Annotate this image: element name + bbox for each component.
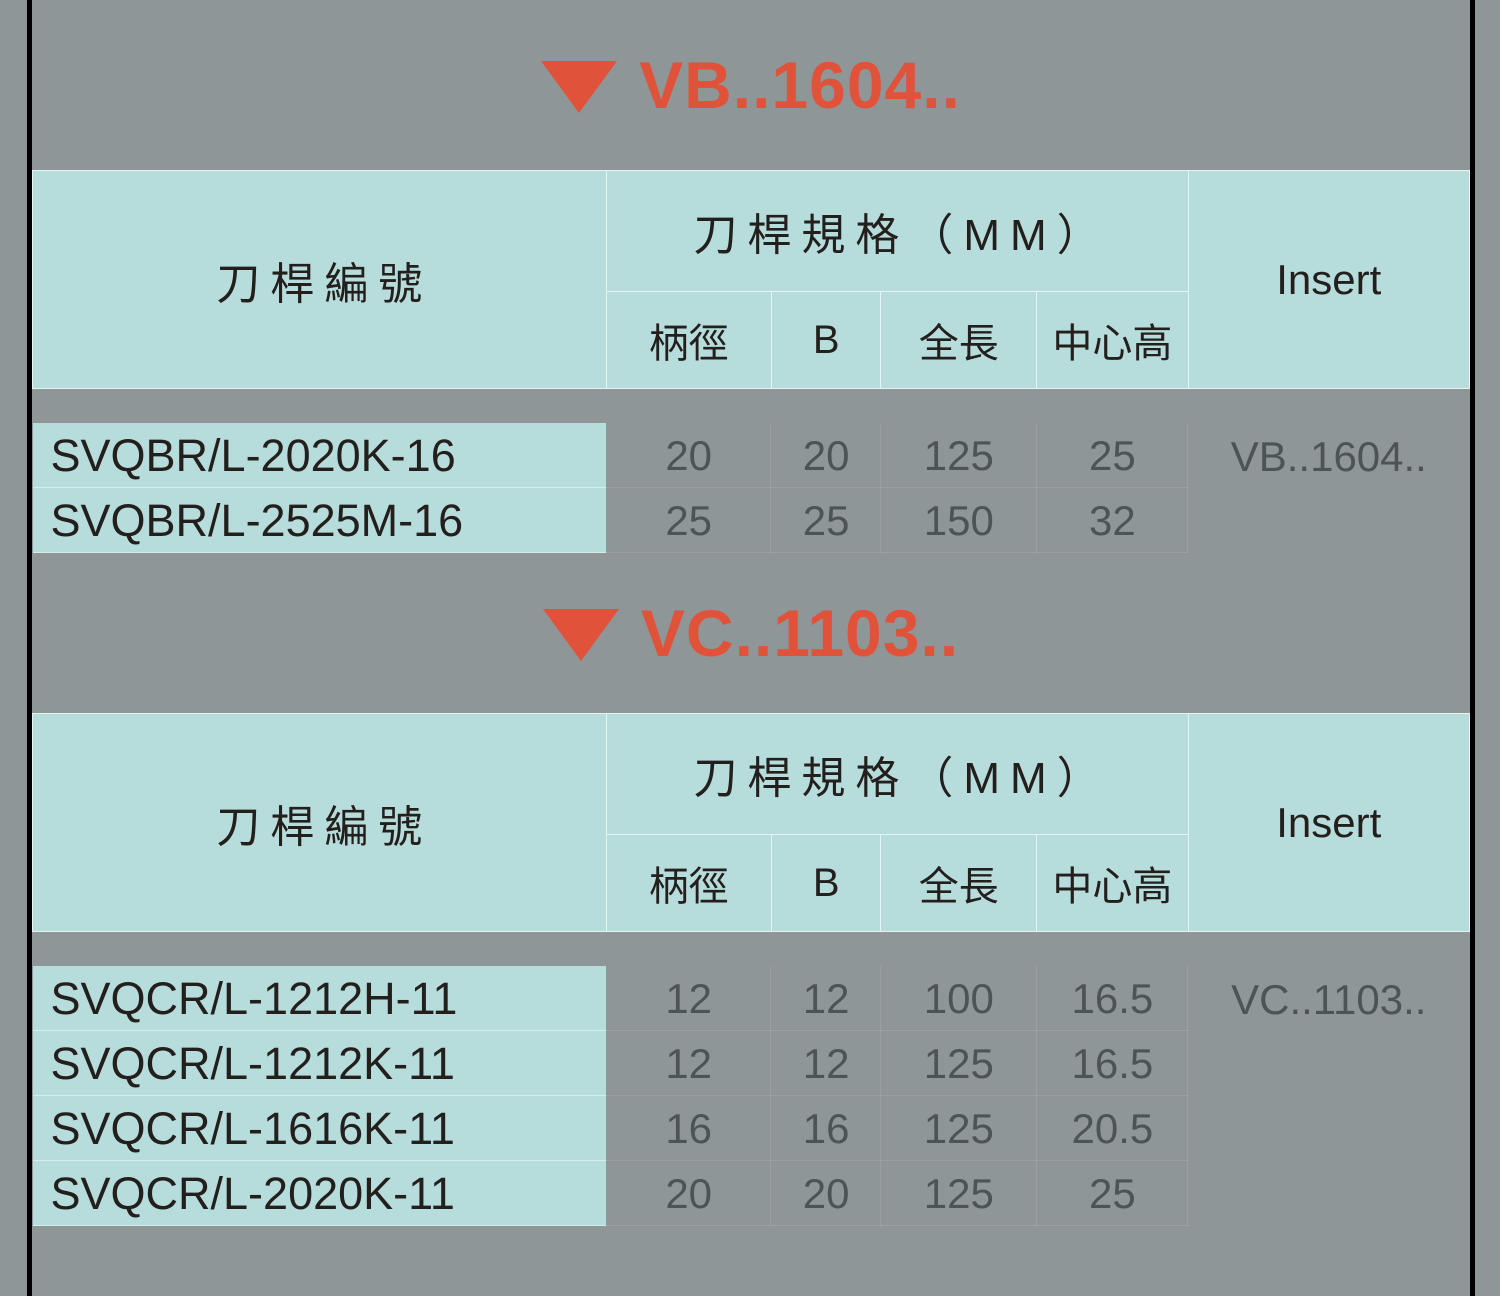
- column-header-overall-length: 全長: [880, 834, 1038, 932]
- table-row: SVQCR/L-1212H-11 12 12 100 16.5 VC..1103…: [32, 966, 1470, 1226]
- frame-rule-left: [27, 0, 32, 1296]
- cell-shank-diameter: 16: [606, 1096, 772, 1161]
- cell-shank-diameter: 12: [606, 1031, 772, 1096]
- table-header-row-top: 刀桿編號 刀桿規格（MM） Insert: [32, 713, 1471, 932]
- triangle-down-icon: [542, 609, 619, 661]
- column-header-holder-number: 刀桿編號: [32, 713, 607, 932]
- cell-holder-number: SVQBR/L-2525M-16: [32, 488, 606, 553]
- cell-holder-number: SVQCR/L-2020K-11: [32, 1161, 606, 1226]
- column-header-holder-number: 刀桿編號: [32, 170, 607, 389]
- spec-table-vb1604: 刀桿編號 刀桿規格（MM） Insert 柄徑 B 全長 中心高 SVQBR/L…: [32, 170, 1471, 553]
- cell-center-height: 25: [1036, 1161, 1189, 1226]
- column-header-holder-spec-group: 刀桿規格（MM）: [605, 713, 1189, 835]
- column-header-overall-length: 全長: [880, 291, 1038, 389]
- column-header-center-height: 中心高: [1036, 291, 1189, 389]
- cell-center-height: 16.5: [1036, 966, 1189, 1031]
- section-heading-vc1103: VC..1103..: [32, 553, 1470, 713]
- column-header-b: B: [770, 834, 882, 932]
- cell-overall-length: 125: [880, 423, 1037, 488]
- cell-holder-number: SVQCR/L-1616K-11: [32, 1096, 606, 1161]
- frame-rule-right: [1470, 0, 1475, 1296]
- table-spacer-cell: [32, 931, 1470, 966]
- cell-overall-length: 150: [880, 488, 1037, 553]
- table-row: SVQBR/L-2525M-16 25 25 150 32: [32, 488, 1470, 553]
- cell-b: 16: [771, 1096, 881, 1161]
- table-header-row-top: 刀桿編號 刀桿規格（MM） Insert: [32, 170, 1471, 389]
- cell-center-height: 25: [1036, 423, 1189, 488]
- cell-b: 12: [771, 966, 881, 1031]
- cell-overall-length: 125: [880, 1096, 1037, 1161]
- column-header-center-height: 中心高: [1036, 834, 1189, 932]
- triangle-down-icon: [541, 61, 618, 113]
- column-header-b: B: [770, 291, 882, 389]
- table-spacer-row: [32, 931, 1470, 966]
- table-row: SVQBR/L-2020K-16 20 20 125 25 VB..1604..: [32, 423, 1470, 553]
- cell-insert: VB..1604..: [1188, 423, 1470, 553]
- column-header-insert: Insert: [1187, 170, 1471, 389]
- cell-overall-length: 100: [880, 966, 1037, 1031]
- cell-center-height: 32: [1036, 488, 1189, 553]
- cell-b: 20: [771, 423, 881, 488]
- column-header-insert: Insert: [1187, 713, 1471, 932]
- table-header-row-sub: 柄徑 B 全長 中心高: [33, 834, 1470, 932]
- cell-shank-diameter: 25: [606, 488, 772, 553]
- spec-table-vc1103: 刀桿編號 刀桿規格（MM） Insert 柄徑 B 全長 中心高 SVQCR/L…: [32, 713, 1471, 1226]
- cell-shank-diameter: 12: [606, 966, 772, 1031]
- column-header-shank-diameter: 柄徑: [605, 291, 772, 389]
- cell-overall-length: 125: [880, 1161, 1037, 1226]
- cell-shank-diameter: 20: [606, 423, 772, 488]
- cell-shank-diameter: 20: [606, 1161, 772, 1226]
- cell-b: 12: [771, 1031, 881, 1096]
- table-row: SVQCR/L-1616K-11 16 16 125 20.5: [32, 1096, 1470, 1161]
- table-header-row-sub: 柄徑 B 全長 中心高: [33, 291, 1470, 389]
- section-title: VC..1103..: [640, 596, 960, 670]
- section-title: VB..1604..: [639, 48, 961, 122]
- table-spacer-cell: [32, 388, 1470, 423]
- cell-holder-number: SVQCR/L-1212K-11: [32, 1031, 606, 1096]
- section-heading-vb1604: VB..1604..: [32, 0, 1470, 170]
- table-row: SVQCR/L-1212K-11 12 12 125 16.5: [32, 1031, 1470, 1096]
- column-header-shank-diameter: 柄徑: [605, 834, 772, 932]
- cell-overall-length: 125: [880, 1031, 1037, 1096]
- cell-b: 20: [771, 1161, 881, 1226]
- cell-holder-number: SVQBR/L-2020K-16: [32, 423, 606, 488]
- cell-center-height: 16.5: [1036, 1031, 1189, 1096]
- cell-insert: VC..1103..: [1188, 966, 1470, 1226]
- cell-center-height: 20.5: [1036, 1096, 1189, 1161]
- column-header-holder-spec-group: 刀桿規格（MM）: [605, 170, 1189, 292]
- table-spacer-row: [32, 388, 1470, 423]
- content-column: VB..1604.. 刀桿編號 刀桿規格（MM） Insert 柄徑 B 全長 …: [32, 0, 1471, 1296]
- cell-holder-number: SVQCR/L-1212H-11: [32, 966, 606, 1031]
- cell-b: 25: [771, 488, 881, 553]
- table-row: SVQCR/L-2020K-11 20 20 125 25: [32, 1161, 1470, 1226]
